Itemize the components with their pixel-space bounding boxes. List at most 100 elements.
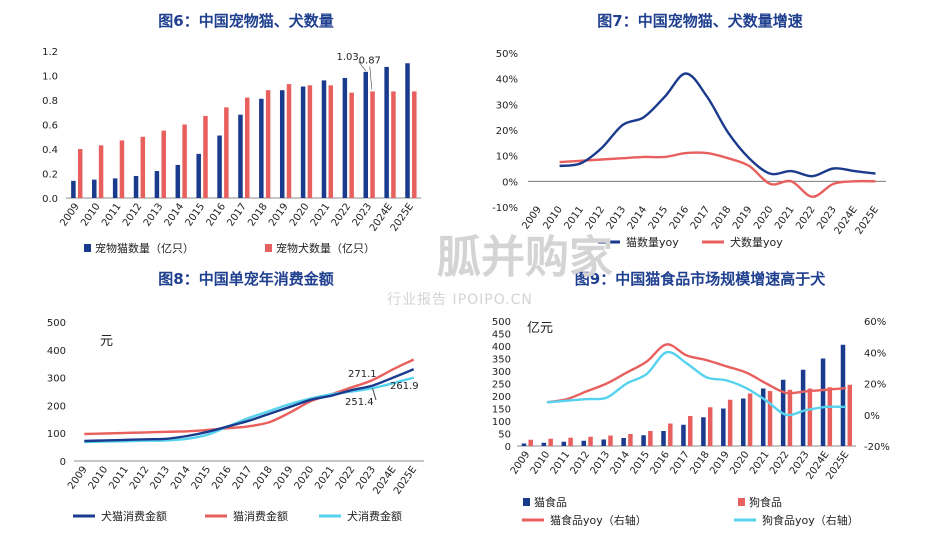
chart6-title: 图6：中国宠物猫、犬数量 (158, 12, 333, 30)
c6-bar-dog (391, 91, 396, 198)
chart8-unit: 元 (100, 334, 113, 349)
c8-line-dog (84, 376, 415, 444)
c6-bar-cat (112, 178, 118, 198)
c9-bar-dog (847, 384, 853, 446)
c9-bar-cat (800, 369, 806, 446)
c6-ytick: 0.6 (42, 121, 58, 132)
c9-bar-dog (767, 391, 773, 446)
c6-bar-dog (328, 85, 334, 198)
c7-line-cat (559, 72, 876, 178)
c6-bar-cat (363, 71, 368, 198)
c8-xtick: 2012 (128, 464, 152, 491)
c9-bar-cat (820, 358, 826, 446)
c6-xtick: 2013 (142, 201, 166, 228)
c9-ytick: 500 (492, 317, 511, 328)
c6-bar-dog (224, 107, 229, 198)
c6-bar-cat (259, 98, 264, 198)
c9-right-ytick: 20% (864, 380, 886, 391)
c9-bar-dog (628, 434, 633, 446)
c6-bar-dog (245, 97, 250, 198)
c7-legend-dog-label: 犬数量yoy (730, 235, 783, 249)
c9-bar-cat (561, 441, 567, 446)
c6-bar-dog (77, 149, 83, 198)
c9-bar-dog (707, 407, 713, 446)
c7-ytick: -10% (492, 203, 518, 214)
c6-bar-dog (203, 115, 208, 198)
c8-annotation-leader (372, 388, 377, 401)
c7-xtick: 2009 (520, 204, 544, 231)
c9-ytick: 350 (492, 355, 511, 366)
c8-xtick: 2021 (313, 464, 337, 491)
c8-xtick: 2017 (231, 464, 255, 491)
c6-bar-dog (307, 85, 313, 198)
c9-bar-cat (541, 442, 547, 446)
c9-bar-dog (548, 438, 553, 446)
c6-xtick: 2015 (184, 201, 208, 228)
c7-ytick: 40% (496, 75, 518, 86)
c6-bar-cat (175, 164, 181, 198)
c9-bar-cat (621, 438, 626, 446)
c8-xtick: 2010 (87, 464, 111, 491)
c9-ytick: 100 (492, 417, 511, 428)
c8-line-all (84, 368, 415, 443)
c6-ytick: 0.0 (42, 194, 58, 205)
c8-xtick: 2014 (169, 464, 193, 491)
c6-xtick: 2021 (309, 201, 333, 228)
c9-bar-cat (721, 408, 726, 446)
c9-bar-cat (581, 440, 586, 446)
c8-xtick: 2019 (272, 464, 296, 491)
c6-ytick: 0.2 (42, 170, 58, 181)
c6-annotation-leader (358, 61, 367, 72)
c8-xtick: 2022 (334, 464, 358, 491)
c6-bar-cat (154, 171, 160, 198)
c6-xtick: 2009 (58, 201, 82, 228)
c6-bar-cat (196, 153, 201, 198)
c8-annotation: 251.4 (345, 397, 374, 408)
c9-right-ytick: 40% (864, 348, 886, 359)
c7-ytick: 20% (496, 126, 518, 137)
c8-xtick: 2013 (148, 464, 172, 491)
c7-xtick: 2015 (647, 204, 671, 231)
c7-ytick: 30% (496, 100, 518, 111)
c9-bar-dog (787, 389, 793, 446)
c6-xtick: 2014 (163, 201, 187, 228)
c9-ytick: 200 (492, 392, 511, 403)
c9-bar-cat (521, 443, 527, 446)
c9-xtick: 2009 (509, 449, 533, 476)
c8-xtick: 2015 (190, 464, 214, 491)
c9-bar-dog (688, 416, 693, 446)
c6-xtick: 2022 (330, 201, 354, 228)
c6-bar-cat (133, 175, 139, 198)
c9-bar-dog (648, 431, 653, 446)
c9-bar-dog (747, 393, 753, 446)
c9-xtick: 2013 (589, 449, 613, 476)
c9-ytick: 250 (492, 380, 511, 391)
c9-xtick: 2011 (549, 449, 573, 476)
c9-bar-cat (840, 344, 846, 446)
c6-xtick: 2020 (288, 201, 312, 228)
chart9-title: 图9：中国猫食品市场规模增速高于犬 (575, 270, 826, 288)
c8-ytick: 200 (47, 401, 66, 412)
c6-bar-dog (286, 84, 292, 198)
c7-xtick: 2013 (605, 204, 629, 231)
chart9-unit: 亿元 (527, 321, 553, 336)
c9-xtick: 2012 (569, 449, 593, 476)
c6-xtick: 2016 (204, 201, 228, 228)
c7-ytick: 50% (496, 49, 518, 60)
c6-bar-cat (71, 180, 76, 198)
c7-xtick: 2021 (773, 204, 797, 231)
c8-annotation: 271.1 (348, 369, 377, 380)
c8-xtick: 2009 (66, 464, 90, 491)
c9-ytick: 450 (492, 330, 511, 341)
c9-bar-cat (741, 398, 746, 446)
c6-bar-cat (279, 90, 285, 198)
c9-bar-dog (588, 436, 593, 446)
watermark-sub: 行业报告 IPOIPO.CN (387, 292, 533, 308)
c8-xtick: 2020 (293, 464, 317, 491)
c9-legend-dog-label: 狗食品 (749, 495, 782, 509)
c8-legend-all-label: 犬猫消费金额 (101, 509, 167, 523)
c6-ytick: 0.4 (42, 145, 58, 156)
c9-bar-dog (827, 387, 833, 446)
c9-bar-cat (760, 388, 766, 446)
c8-ytick: 300 (47, 374, 66, 385)
